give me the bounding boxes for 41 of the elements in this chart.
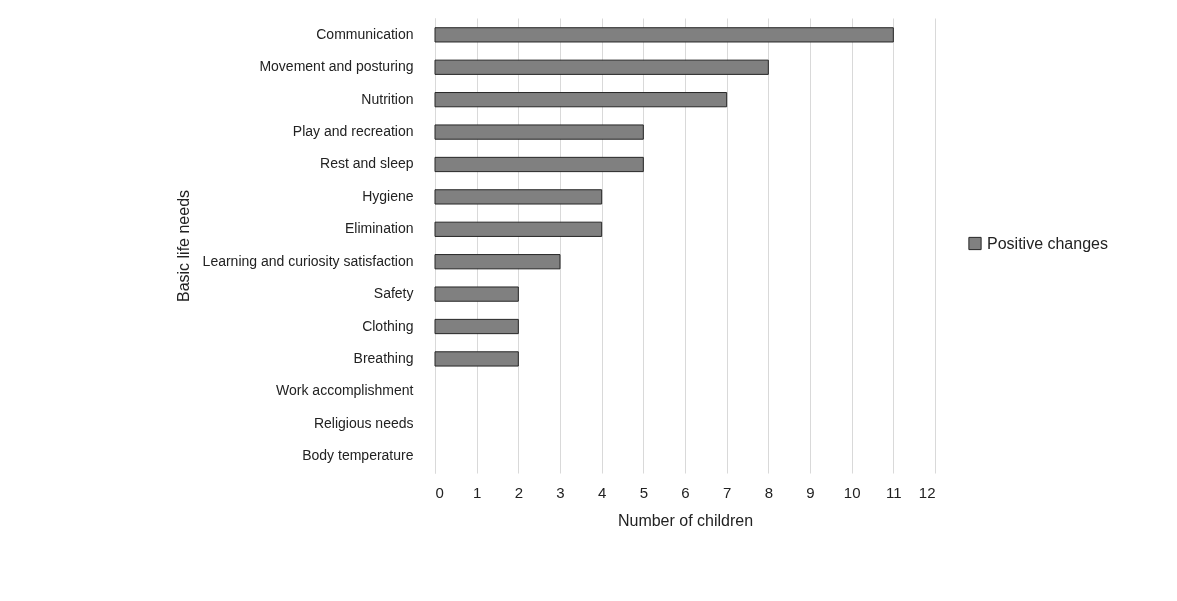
x-tick-label: 4: [597, 483, 607, 501]
bar: [434, 124, 644, 140]
x-tick-label: 2: [514, 483, 524, 501]
y-tick-label: Work accomplishment: [276, 382, 414, 399]
bar: [434, 318, 519, 335]
x-tick-label: 5: [639, 483, 649, 501]
x-tick-label: 7: [722, 483, 732, 501]
bar: [434, 254, 561, 270]
x-tick-label: 10: [843, 483, 861, 501]
y-tick-label: Safety: [373, 285, 414, 302]
y-tick-label: Breathing: [353, 349, 414, 366]
bar: [434, 286, 519, 302]
legend-label: Positive changes: [987, 234, 1108, 252]
bar: [434, 351, 519, 367]
y-tick-label: Rest and sleep: [320, 155, 414, 172]
y-tick-label: Hygiene: [362, 187, 414, 204]
bar: [434, 92, 728, 108]
y-axis-title: Basic life needs: [174, 189, 192, 303]
y-tick-label: Play and recreation: [292, 123, 414, 140]
bar: [434, 27, 894, 43]
x-tick-label: 8: [764, 483, 774, 501]
x-tick-label: 9: [806, 483, 815, 501]
y-tick-label: Learning and curiosity satisfaction: [202, 252, 414, 269]
bar: [434, 156, 644, 173]
y-tick-label: Body temperature: [302, 447, 414, 464]
y-tick-label: Movement and posturing: [259, 58, 414, 75]
y-tick-label: Nutrition: [361, 90, 414, 107]
x-tick-label: 12: [918, 483, 936, 501]
x-axis-title: Number of children: [617, 511, 754, 529]
x-tick-label: 3: [556, 483, 565, 501]
bar: [434, 59, 769, 75]
y-tick-label: Religious needs: [313, 414, 414, 431]
y-tick-label: Communication: [316, 25, 414, 42]
y-tick-label: Clothing: [362, 317, 414, 334]
bar: [434, 189, 603, 205]
y-tick-label: Elimination: [345, 220, 414, 237]
x-tick-label: 6: [681, 483, 690, 501]
x-tick-label: 1: [472, 483, 482, 501]
x-tick-label: 0: [435, 483, 444, 501]
bar: [434, 221, 603, 237]
x-tick-label: 11: [886, 483, 902, 501]
